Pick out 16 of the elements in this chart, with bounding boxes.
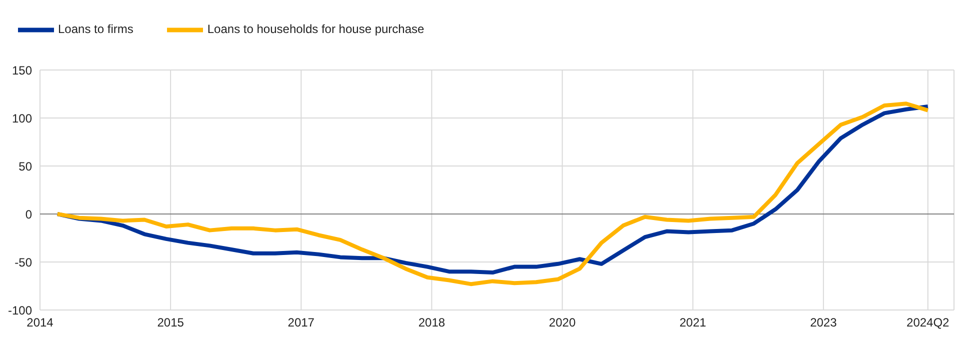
x-tick-label: 2018	[418, 316, 446, 330]
x-tick-label: 2020	[548, 316, 576, 330]
y-tick-label: -100	[8, 303, 32, 318]
x-tick-label: 2014	[26, 316, 54, 330]
x-tick-label: 2021	[680, 316, 707, 330]
x-tick-label: 2017	[288, 316, 315, 330]
legend-label: Loans to firms	[58, 22, 134, 36]
x-tick-label: 2015	[157, 316, 184, 330]
y-tick-label: 100	[12, 111, 32, 126]
y-tick-label: 150	[12, 63, 32, 78]
legend-label: Loans to households for house purchase	[207, 22, 424, 36]
y-tick-label: -50	[14, 255, 32, 270]
y-tick-label: 50	[18, 159, 32, 174]
y-tick-label: 0	[25, 207, 32, 222]
x-tick-label: 2024Q2	[906, 316, 950, 330]
x-tick-label: 2023	[810, 316, 838, 330]
